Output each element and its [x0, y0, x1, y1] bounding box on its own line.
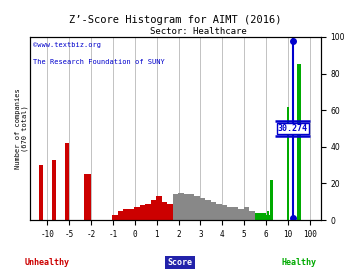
- Text: ©www.textbiz.org: ©www.textbiz.org: [33, 42, 101, 48]
- Bar: [269, 215, 270, 220]
- Bar: [167, 204, 172, 220]
- Bar: [184, 194, 189, 220]
- Bar: [233, 207, 238, 220]
- Bar: [216, 204, 222, 220]
- Bar: [123, 209, 129, 220]
- Bar: [162, 202, 167, 220]
- Bar: [129, 209, 134, 220]
- Bar: [270, 180, 273, 220]
- Bar: [297, 64, 301, 220]
- Bar: [222, 205, 227, 220]
- Bar: [172, 194, 178, 220]
- Bar: [112, 215, 118, 220]
- Text: Score: Score: [167, 258, 193, 266]
- Bar: [206, 200, 211, 220]
- Bar: [211, 202, 216, 220]
- Bar: [52, 160, 56, 220]
- Y-axis label: Number of companies
(670 total): Number of companies (670 total): [15, 88, 28, 169]
- Bar: [151, 200, 156, 220]
- Bar: [238, 209, 244, 220]
- Text: The Research Foundation of SUNY: The Research Foundation of SUNY: [33, 59, 165, 65]
- Bar: [140, 205, 145, 220]
- Text: Unhealthy: Unhealthy: [24, 258, 69, 266]
- Bar: [156, 196, 162, 220]
- Text: Sector: Healthcare: Sector: Healthcare: [150, 27, 246, 36]
- Text: Healthy: Healthy: [281, 258, 316, 266]
- Bar: [65, 143, 69, 220]
- Bar: [266, 215, 267, 220]
- Bar: [84, 174, 91, 220]
- Bar: [178, 193, 184, 220]
- Bar: [145, 204, 151, 220]
- Bar: [227, 207, 233, 220]
- Bar: [244, 207, 249, 220]
- Bar: [118, 211, 123, 220]
- Bar: [255, 213, 260, 220]
- Bar: [134, 207, 140, 220]
- Bar: [200, 198, 206, 220]
- Title: Z’-Score Histogram for AIMT (2016): Z’-Score Histogram for AIMT (2016): [69, 15, 282, 25]
- Bar: [189, 194, 194, 220]
- Text: 30.274: 30.274: [278, 124, 308, 133]
- Bar: [39, 165, 43, 220]
- Bar: [267, 211, 269, 220]
- Bar: [260, 213, 266, 220]
- Bar: [287, 106, 289, 220]
- Bar: [194, 196, 200, 220]
- Bar: [249, 211, 255, 220]
